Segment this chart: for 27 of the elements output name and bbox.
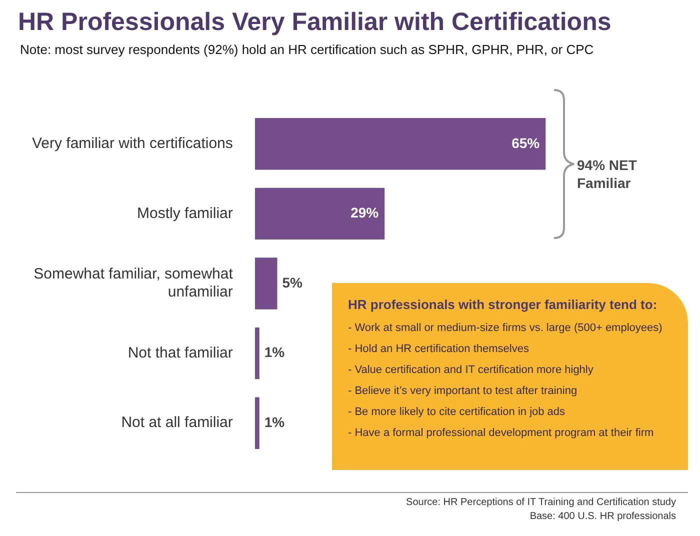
text: 94% NET Familiar bbox=[577, 156, 638, 192]
y-tick-label: Somewhat familiar, somewhat unfamiliar bbox=[34, 266, 234, 301]
bar bbox=[254, 397, 260, 449]
source-note: Source: HR Perceptions of IT Training and Certification study bbox=[406, 496, 676, 510]
annotation: - Believe it’s very important to test after training bbox=[348, 384, 578, 399]
data-label: 1% bbox=[264, 344, 286, 360]
bar bbox=[254, 258, 278, 310]
annotation: - Have a formal professional development program at their firm bbox=[348, 426, 655, 441]
y-tick-label: Mostly familiar bbox=[137, 204, 233, 222]
bar bbox=[254, 188, 385, 240]
data-label: 5% bbox=[282, 274, 304, 290]
annotation: - Value certification and IT certification more highly bbox=[348, 363, 594, 378]
annotation: - Hold an HR certification themselves bbox=[348, 342, 530, 357]
bar bbox=[254, 118, 546, 170]
data-label: 65% bbox=[512, 134, 540, 151]
y-tick-label: Not at all familiar bbox=[121, 414, 233, 432]
annotation: - Work at small or medium-size firms vs. large (500+ employees) bbox=[348, 321, 664, 336]
y-tick-label: Not that familiar bbox=[128, 344, 233, 362]
chart-title: HR Professionals Very Familiar with Certifications bbox=[18, 8, 612, 37]
data-label: 29% bbox=[350, 204, 380, 221]
y-tick-label: Very familiar with certifications bbox=[32, 135, 233, 152]
text: HR professionals with stronger familiarity tend to: bbox=[348, 297, 658, 312]
text: Base: 400 U.S. HR professionals bbox=[528, 510, 676, 524]
annotation: - Be more likely to cite certification in job ads bbox=[348, 405, 566, 420]
data-label: 1% bbox=[264, 414, 286, 430]
chart-subtitle: Note: most survey respondents (92%) hold an HR certification such as SPHR, GPHR, PHR, or CPC bbox=[20, 42, 594, 57]
bar bbox=[254, 327, 260, 380]
